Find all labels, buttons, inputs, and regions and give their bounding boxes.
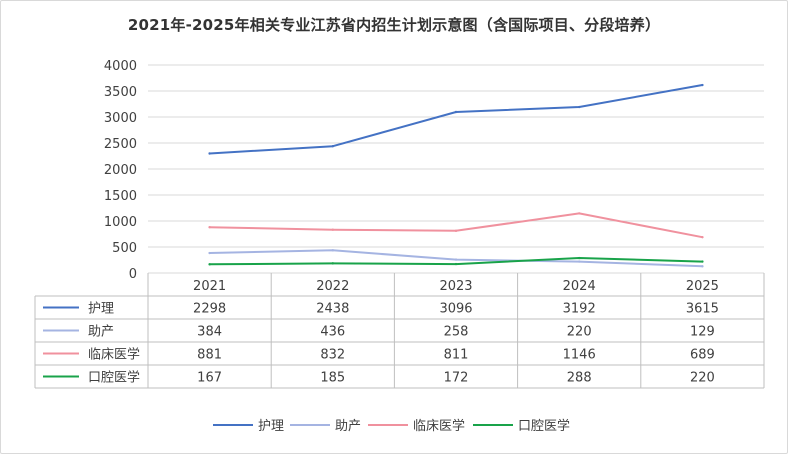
x-tick-label: 2021 [193, 279, 226, 294]
x-tick-label: 2024 [563, 279, 596, 294]
legend-label: 临床医学 [413, 418, 465, 434]
series-point [208, 225, 211, 229]
legend-label: 助产 [335, 419, 361, 434]
table-cell-value: 172 [444, 371, 469, 386]
series-line [208, 212, 704, 239]
table-cell-value: 258 [444, 325, 469, 340]
x-tick-label: 2022 [316, 279, 349, 294]
y-tick-label: 0 [129, 267, 137, 282]
table-cell-value: 220 [567, 325, 592, 340]
series-point [208, 263, 211, 266]
series-point [578, 256, 581, 260]
series-point [454, 110, 458, 114]
series-point [331, 262, 334, 265]
y-tick-label: 3500 [104, 85, 137, 100]
series-point [208, 251, 211, 255]
table-series-name: 临床医学 [88, 347, 140, 363]
table-cell-value: 3096 [439, 302, 472, 317]
y-tick-label: 4000 [104, 59, 137, 74]
table-series-name: 口腔医学 [88, 370, 140, 386]
table-cell-value: 167 [197, 371, 222, 386]
series-point [701, 83, 704, 87]
series-point [701, 265, 704, 268]
y-tick-label: 500 [112, 241, 137, 256]
y-tick-label: 2500 [104, 137, 137, 152]
series-point [701, 260, 704, 263]
table-series-name: 护理 [88, 302, 114, 317]
y-tick-label: 3000 [104, 111, 137, 126]
table-cell-value: 881 [197, 348, 222, 363]
chart-title: 2021年-2025年相关专业江苏省内招生计划示意图（含国际项目、分段培养） [127, 16, 661, 34]
table-cell-value: 832 [320, 348, 345, 363]
table-cell-value: 1146 [563, 348, 596, 363]
table-cell-value: 2298 [193, 302, 226, 317]
table-cell-value: 689 [690, 348, 715, 363]
series-point [454, 262, 458, 266]
table-cell-value: 185 [320, 371, 345, 386]
table-cell-value: 288 [567, 371, 592, 386]
series-point [701, 235, 704, 239]
table-cell-value: 2438 [316, 302, 349, 317]
table-cell-value: 220 [690, 371, 715, 386]
table-cell-value: 129 [690, 325, 715, 340]
legend-label: 护理 [258, 419, 284, 434]
series-point [208, 152, 211, 155]
series-point [454, 229, 458, 233]
table-cell-value: 436 [320, 325, 345, 340]
series-point [578, 105, 581, 109]
series-point [578, 212, 581, 215]
series-point [331, 249, 334, 252]
table-series-name: 助产 [88, 325, 114, 340]
y-tick-label: 1500 [104, 189, 137, 204]
series-point [454, 258, 458, 261]
table-cell-value: 3192 [563, 302, 596, 317]
table-cell-value: 384 [197, 325, 222, 340]
series-point [578, 260, 581, 263]
table-cell-value: 3615 [686, 302, 719, 317]
y-tick-label: 1000 [104, 215, 137, 230]
table-cell-value: 811 [444, 348, 469, 363]
series-point [331, 228, 334, 231]
x-tick-label: 2025 [686, 279, 719, 294]
y-tick-label: 2000 [104, 163, 137, 178]
legend-label: 口腔医学 [518, 418, 570, 434]
x-tick-label: 2023 [439, 279, 472, 294]
series-point [331, 145, 334, 148]
